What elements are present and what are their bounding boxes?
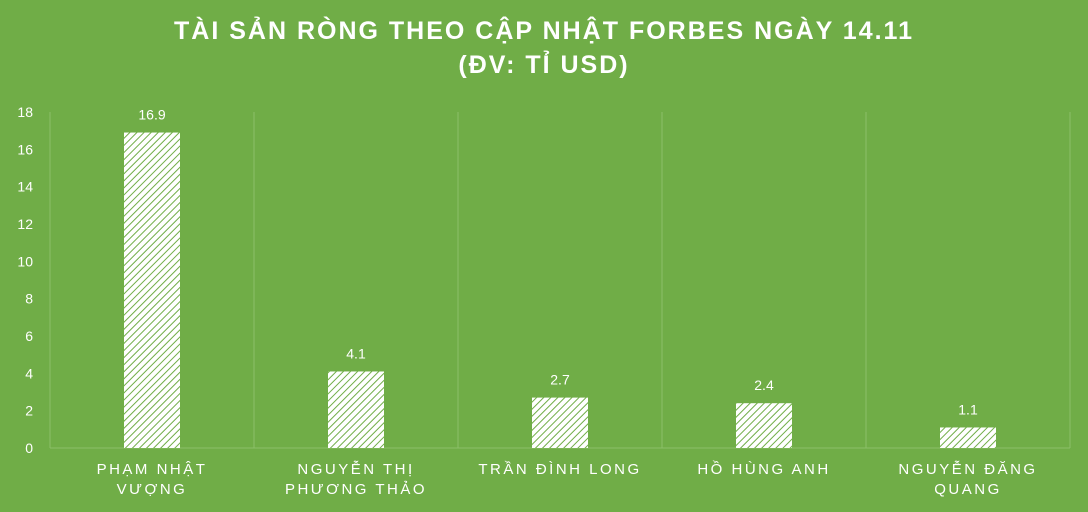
y-tick-label: 4: [25, 365, 33, 381]
y-tick-label: 6: [25, 328, 33, 344]
y-tick-label: 10: [17, 253, 33, 269]
x-tick-label: NGUYỄN THỊ: [297, 461, 414, 478]
bars: [124, 132, 996, 449]
x-tick-label: PHƯƠNG THẢO: [285, 481, 427, 498]
chart-title-block: TÀI SẢN RÒNG THEO CẬP NHẬT FORBES NGÀY 1…: [0, 14, 1088, 82]
x-tick-label: VƯỢNG: [117, 481, 188, 498]
bar: [328, 371, 384, 448]
data-label: 16.9: [138, 107, 165, 123]
x-tick-label: TRẦN ĐÌNH LONG: [478, 461, 641, 478]
bar: [532, 397, 588, 448]
data-labels: 16.9 4.1 2.7 2.4 1.1: [138, 107, 978, 418]
x-tick-label: NGUYỄN ĐĂNG: [898, 461, 1037, 478]
y-tick-label: 12: [17, 216, 33, 232]
bar: [736, 403, 792, 448]
y-tick-label: 18: [17, 104, 33, 120]
y-tick-label: 0: [25, 440, 33, 456]
y-axis: 0 2 4 6 8 10 12 14 16 18: [17, 104, 33, 456]
data-label: 4.1: [346, 345, 366, 361]
chart-subtitle: (ĐV: TỈ USD): [458, 51, 630, 79]
x-tick-label: QUANG: [934, 481, 1002, 498]
data-label: 1.1: [958, 401, 978, 417]
y-tick-label: 16: [17, 141, 33, 157]
data-label: 2.7: [550, 372, 570, 388]
x-axis-categories: PHẠM NHẬT VƯỢNG NGUYỄN THỊ PHƯƠNG THẢO TRẦN …: [97, 460, 1037, 498]
y-tick-label: 2: [25, 403, 33, 419]
chart-title: TÀI SẢN RÒNG THEO CẬP NHẬT FORBES NGÀY 1…: [174, 17, 914, 45]
bar: [940, 427, 996, 448]
bar: [124, 132, 180, 449]
y-tick-label: 8: [25, 291, 33, 307]
x-tick-label: HỒ HÙNG ANH: [697, 460, 830, 478]
data-label: 2.4: [754, 377, 774, 393]
x-tick-label: PHẠM NHẬT: [97, 461, 208, 478]
y-tick-label: 14: [17, 179, 33, 195]
